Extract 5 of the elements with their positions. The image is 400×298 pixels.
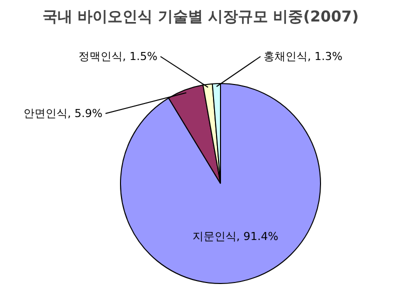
slice-label: 정맥인식, 1.5% [78,50,158,63]
slice-label: 홍채인식, 1.3% [264,50,342,63]
slice-label: 안면인식, 5.9% [24,107,103,120]
chart-title: 국내 바이오인식 기술별 시장규모 비중(2007) [42,8,359,26]
slice-label: 지문인식, 91.4% [192,230,278,243]
